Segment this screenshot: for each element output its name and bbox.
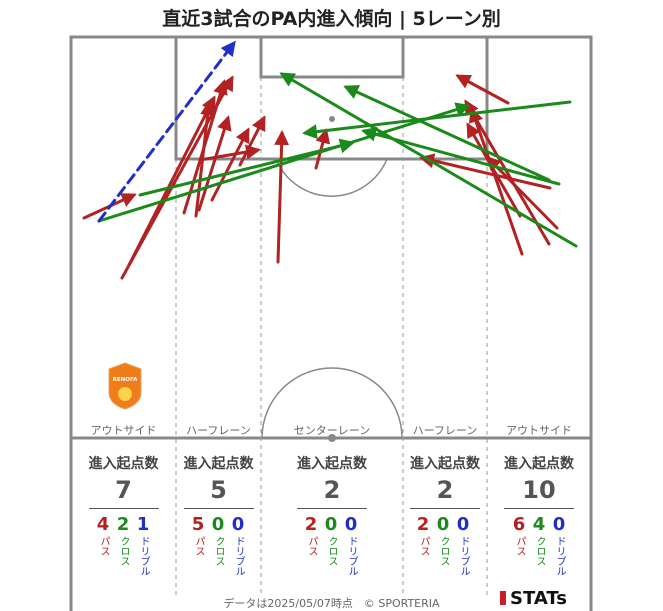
cross-label: クロス xyxy=(534,536,545,566)
lane-divider-rule xyxy=(504,508,574,509)
dribble-label: ドリブル xyxy=(138,536,149,576)
lane-divider-rule xyxy=(410,508,480,509)
pass-arrow xyxy=(274,130,290,264)
pass-arrow xyxy=(197,115,232,212)
pass-arrow xyxy=(419,153,552,190)
lane-label: センターレーン xyxy=(293,424,371,437)
cross-arrow xyxy=(279,72,578,248)
penalty-arc xyxy=(275,158,388,197)
pass-count-value: 2 xyxy=(304,514,318,535)
center-spot xyxy=(328,434,336,442)
cross-label: クロス xyxy=(213,536,224,566)
pass-count: 2 パス xyxy=(301,514,321,556)
lane-label: アウトサイド xyxy=(90,424,157,437)
lane-total: 10 xyxy=(522,476,556,504)
dribble-count-value: 1 xyxy=(136,514,150,535)
cross-arrow xyxy=(361,126,561,186)
dribble-label: ドリブル xyxy=(346,536,357,576)
cross-label: クロス xyxy=(326,536,337,566)
lane-label: アウトサイド xyxy=(506,424,572,437)
dribble-count-value: 0 xyxy=(456,514,470,535)
pass-count: 5 パス xyxy=(188,514,208,556)
footer-credit: データは2025/05/07時点 © SPORTERIA xyxy=(223,597,440,610)
cross-count-value: 0 xyxy=(211,514,225,535)
cross-count-value: 0 xyxy=(324,514,338,535)
lane-label: ハーフレーン xyxy=(186,424,251,437)
lane-total: 7 xyxy=(115,476,132,504)
cross-arrow xyxy=(97,102,471,223)
brand-text: STATs xyxy=(510,588,567,609)
cross-count-value: 0 xyxy=(436,514,450,535)
lane-total: 5 xyxy=(210,476,227,504)
pass-count-value: 4 xyxy=(96,514,110,535)
chart-title: 直近3試合のPA内進入傾向 | 5レーン別 xyxy=(162,8,501,30)
arrows-layer xyxy=(82,40,578,280)
pass-label: パス xyxy=(98,536,109,556)
pass-arrow xyxy=(238,115,266,167)
dribble-count-value: 0 xyxy=(231,514,245,535)
lane-divider-rule xyxy=(297,508,367,509)
lane-dividers xyxy=(175,77,488,595)
lane-divider-rule xyxy=(89,508,159,509)
pass-count: 4 パス xyxy=(93,514,113,556)
dribble-arrow xyxy=(97,40,236,223)
cross-arrow xyxy=(343,85,551,182)
pass-arrow xyxy=(468,107,524,256)
cross-label: クロス xyxy=(118,536,129,566)
dribble-count: 0 ドリブル xyxy=(341,514,361,576)
pass-arrow xyxy=(466,122,522,218)
dribble-count: 0 ドリブル xyxy=(549,514,569,576)
lane-total: 2 xyxy=(323,476,341,504)
pass-label: パス xyxy=(306,536,317,556)
dribble-label: ドリブル xyxy=(554,536,565,576)
lane-stat-heading: 進入起点数 xyxy=(410,456,480,472)
dribble-count: 0 ドリブル xyxy=(228,514,248,576)
pass-count: 6 パス xyxy=(509,514,529,556)
cross-count: 0 クロス xyxy=(433,514,453,566)
lane-stat-heading: 進入起点数 xyxy=(504,456,574,472)
lane-total: 2 xyxy=(436,476,454,504)
pass-label: パス xyxy=(418,536,429,556)
cross-count-value: 4 xyxy=(532,514,546,535)
pass-arrow xyxy=(127,95,216,267)
cross-arrow xyxy=(138,138,355,197)
pass-label: パス xyxy=(514,536,525,556)
dribble-count-value: 0 xyxy=(552,514,566,535)
brand-mark-icon xyxy=(500,591,506,605)
cross-count: 0 クロス xyxy=(321,514,341,566)
cross-arrow xyxy=(302,100,572,140)
pass-arrow xyxy=(198,144,261,162)
penalty-spot xyxy=(329,116,335,122)
team-logo: RENOFA xyxy=(108,362,142,410)
pass-count-value: 6 xyxy=(512,514,526,535)
cross-count: 0 クロス xyxy=(208,514,228,566)
lane-label: ハーフレーン xyxy=(412,424,478,437)
pass-count: 2 パス xyxy=(413,514,433,556)
dribble-count-value: 0 xyxy=(344,514,358,535)
pass-arrow xyxy=(210,127,250,202)
cross-count-value: 2 xyxy=(116,514,130,535)
pass-label: パス xyxy=(193,536,204,556)
lane-stat-heading: 進入起点数 xyxy=(297,456,367,472)
cross-label: クロス xyxy=(438,536,449,566)
dribble-label: ドリブル xyxy=(458,536,469,576)
lane-stat-heading: 進入起点数 xyxy=(183,456,254,472)
cross-count: 4 クロス xyxy=(529,514,549,566)
dribble-count: 0 ドリブル xyxy=(453,514,473,576)
goal-area xyxy=(259,35,405,79)
cross-count: 2 クロス xyxy=(113,514,133,566)
lane-divider-rule xyxy=(184,508,254,509)
dribble-label: ドリブル xyxy=(233,536,244,576)
dribble-count: 1 ドリブル xyxy=(133,514,153,576)
pass-count-value: 2 xyxy=(416,514,430,535)
pass-count-value: 5 xyxy=(191,514,205,535)
brand-logo: STATs xyxy=(500,588,567,609)
center-circle xyxy=(261,367,403,439)
pitch-markings xyxy=(69,35,593,611)
lane-stat-heading: 進入起点数 xyxy=(88,456,159,472)
pass-arrow xyxy=(455,74,510,105)
svg-text:RENOFA: RENOFA xyxy=(113,377,138,383)
pass-arrow xyxy=(485,155,559,230)
